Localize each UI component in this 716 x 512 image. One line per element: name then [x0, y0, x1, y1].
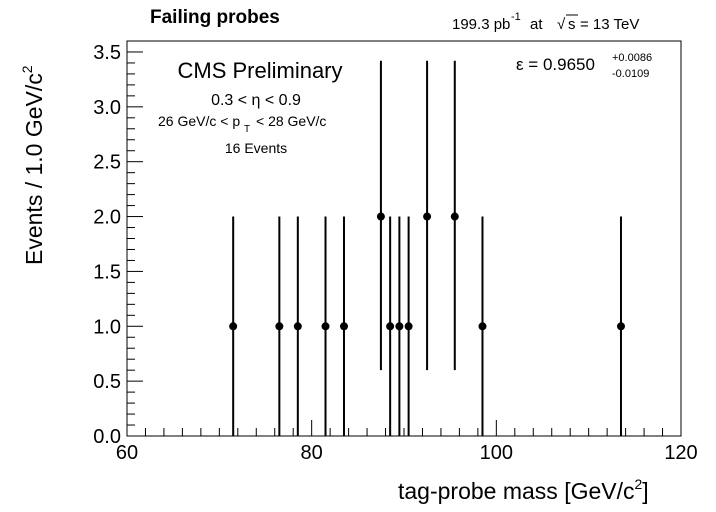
y-tick-label: 1.0	[93, 316, 121, 338]
sqrt-symbol: √	[557, 16, 566, 33]
luminosity-label: 199.3 pb -1 at √ s = 13 TeV	[452, 11, 639, 33]
data-point	[404, 216, 413, 436]
energy-label: = 13 TeV	[580, 16, 639, 33]
point-marker	[339, 322, 348, 331]
pt-cut-subscript: T	[244, 124, 250, 135]
x-tick-label: 80	[301, 442, 323, 464]
efficiency-label: ε = 0.9650 +0.0086 -0.0109	[516, 52, 652, 80]
x-axis-title-main: tag-probe mass [GeV/c	[398, 478, 635, 504]
point-marker	[450, 212, 459, 221]
events-count-label: 16 Events	[225, 140, 287, 156]
lumi-exponent: -1	[511, 11, 521, 23]
y-tick-label: 2.5	[93, 152, 121, 174]
y-tick-label: 2.0	[93, 207, 121, 229]
y-axis-tick-labels: 0.0 0.5 1.0 1.5 2.0 2.5 3.0 3.5	[93, 42, 121, 448]
y-tick-label: 0.5	[93, 371, 121, 393]
x-axis-tick-labels: 60 80 100 120	[116, 442, 698, 464]
data-point	[616, 216, 625, 436]
y-tick-label: 3.5	[93, 42, 121, 64]
data-point	[293, 216, 302, 436]
point-marker	[321, 322, 330, 331]
x-axis-title: tag-probe mass [GeV/c2]	[398, 476, 649, 504]
x-tick-label: 100	[480, 442, 513, 464]
lumi-at: at	[530, 16, 543, 33]
point-marker	[478, 322, 487, 331]
sqrt-s: s	[568, 16, 576, 33]
y-axis-title-sup: 2	[19, 65, 35, 73]
point-marker	[293, 322, 302, 331]
data-point	[376, 60, 385, 371]
point-marker	[386, 322, 395, 331]
point-marker	[229, 322, 238, 331]
y-axis-ticks	[127, 40, 143, 437]
pt-cut-right: < 28 GeV/c	[256, 113, 326, 129]
y-axis-title: Events / 1.0 GeV/c2	[19, 65, 47, 265]
x-axis-title-sup: 2	[635, 476, 643, 492]
data-point	[450, 60, 459, 371]
point-marker	[404, 322, 413, 331]
point-marker	[616, 322, 625, 331]
point-marker	[376, 212, 385, 221]
svg-text:tag-probe mass [GeV/c2]: tag-probe mass [GeV/c2]	[398, 476, 649, 504]
data-point	[478, 216, 487, 436]
data-point	[339, 216, 348, 436]
pt-cut-left: 26 GeV/c < p	[158, 113, 240, 129]
data-point	[386, 216, 395, 436]
efficiency-error-up: +0.0086	[612, 52, 652, 64]
data-point	[275, 216, 284, 436]
experiment-label: CMS Preliminary	[177, 58, 342, 83]
x-tick-label: 60	[116, 442, 138, 464]
efficiency-error-down: -0.0109	[612, 68, 649, 80]
data-point	[395, 216, 404, 436]
x-axis-title-close: ]	[642, 478, 648, 504]
point-marker	[275, 322, 284, 331]
lumi-value: 199.3 pb	[452, 16, 510, 33]
x-axis-ticks	[126, 420, 682, 436]
y-tick-label: 3.0	[93, 97, 121, 119]
y-tick-label: 1.5	[93, 261, 121, 283]
svg-text:Events / 1.0 GeV/c2: Events / 1.0 GeV/c2	[19, 65, 47, 265]
chart-title: Failing probes	[150, 7, 280, 28]
y-axis-title-main: Events / 1.0 GeV/c	[21, 73, 47, 265]
data-point	[321, 216, 330, 436]
data-point	[423, 60, 432, 371]
point-marker	[423, 212, 432, 221]
efficiency-value: ε = 0.9650	[516, 55, 595, 74]
point-marker	[395, 322, 404, 331]
x-tick-label: 120	[664, 442, 697, 464]
y-tick-label: 0.0	[93, 426, 121, 448]
pt-cut-label: 26 GeV/c < p T < 28 GeV/c	[158, 113, 326, 135]
data-point	[229, 216, 238, 436]
eta-cut-label: 0.3 < η < 0.9	[211, 92, 301, 109]
data-points	[229, 60, 625, 436]
